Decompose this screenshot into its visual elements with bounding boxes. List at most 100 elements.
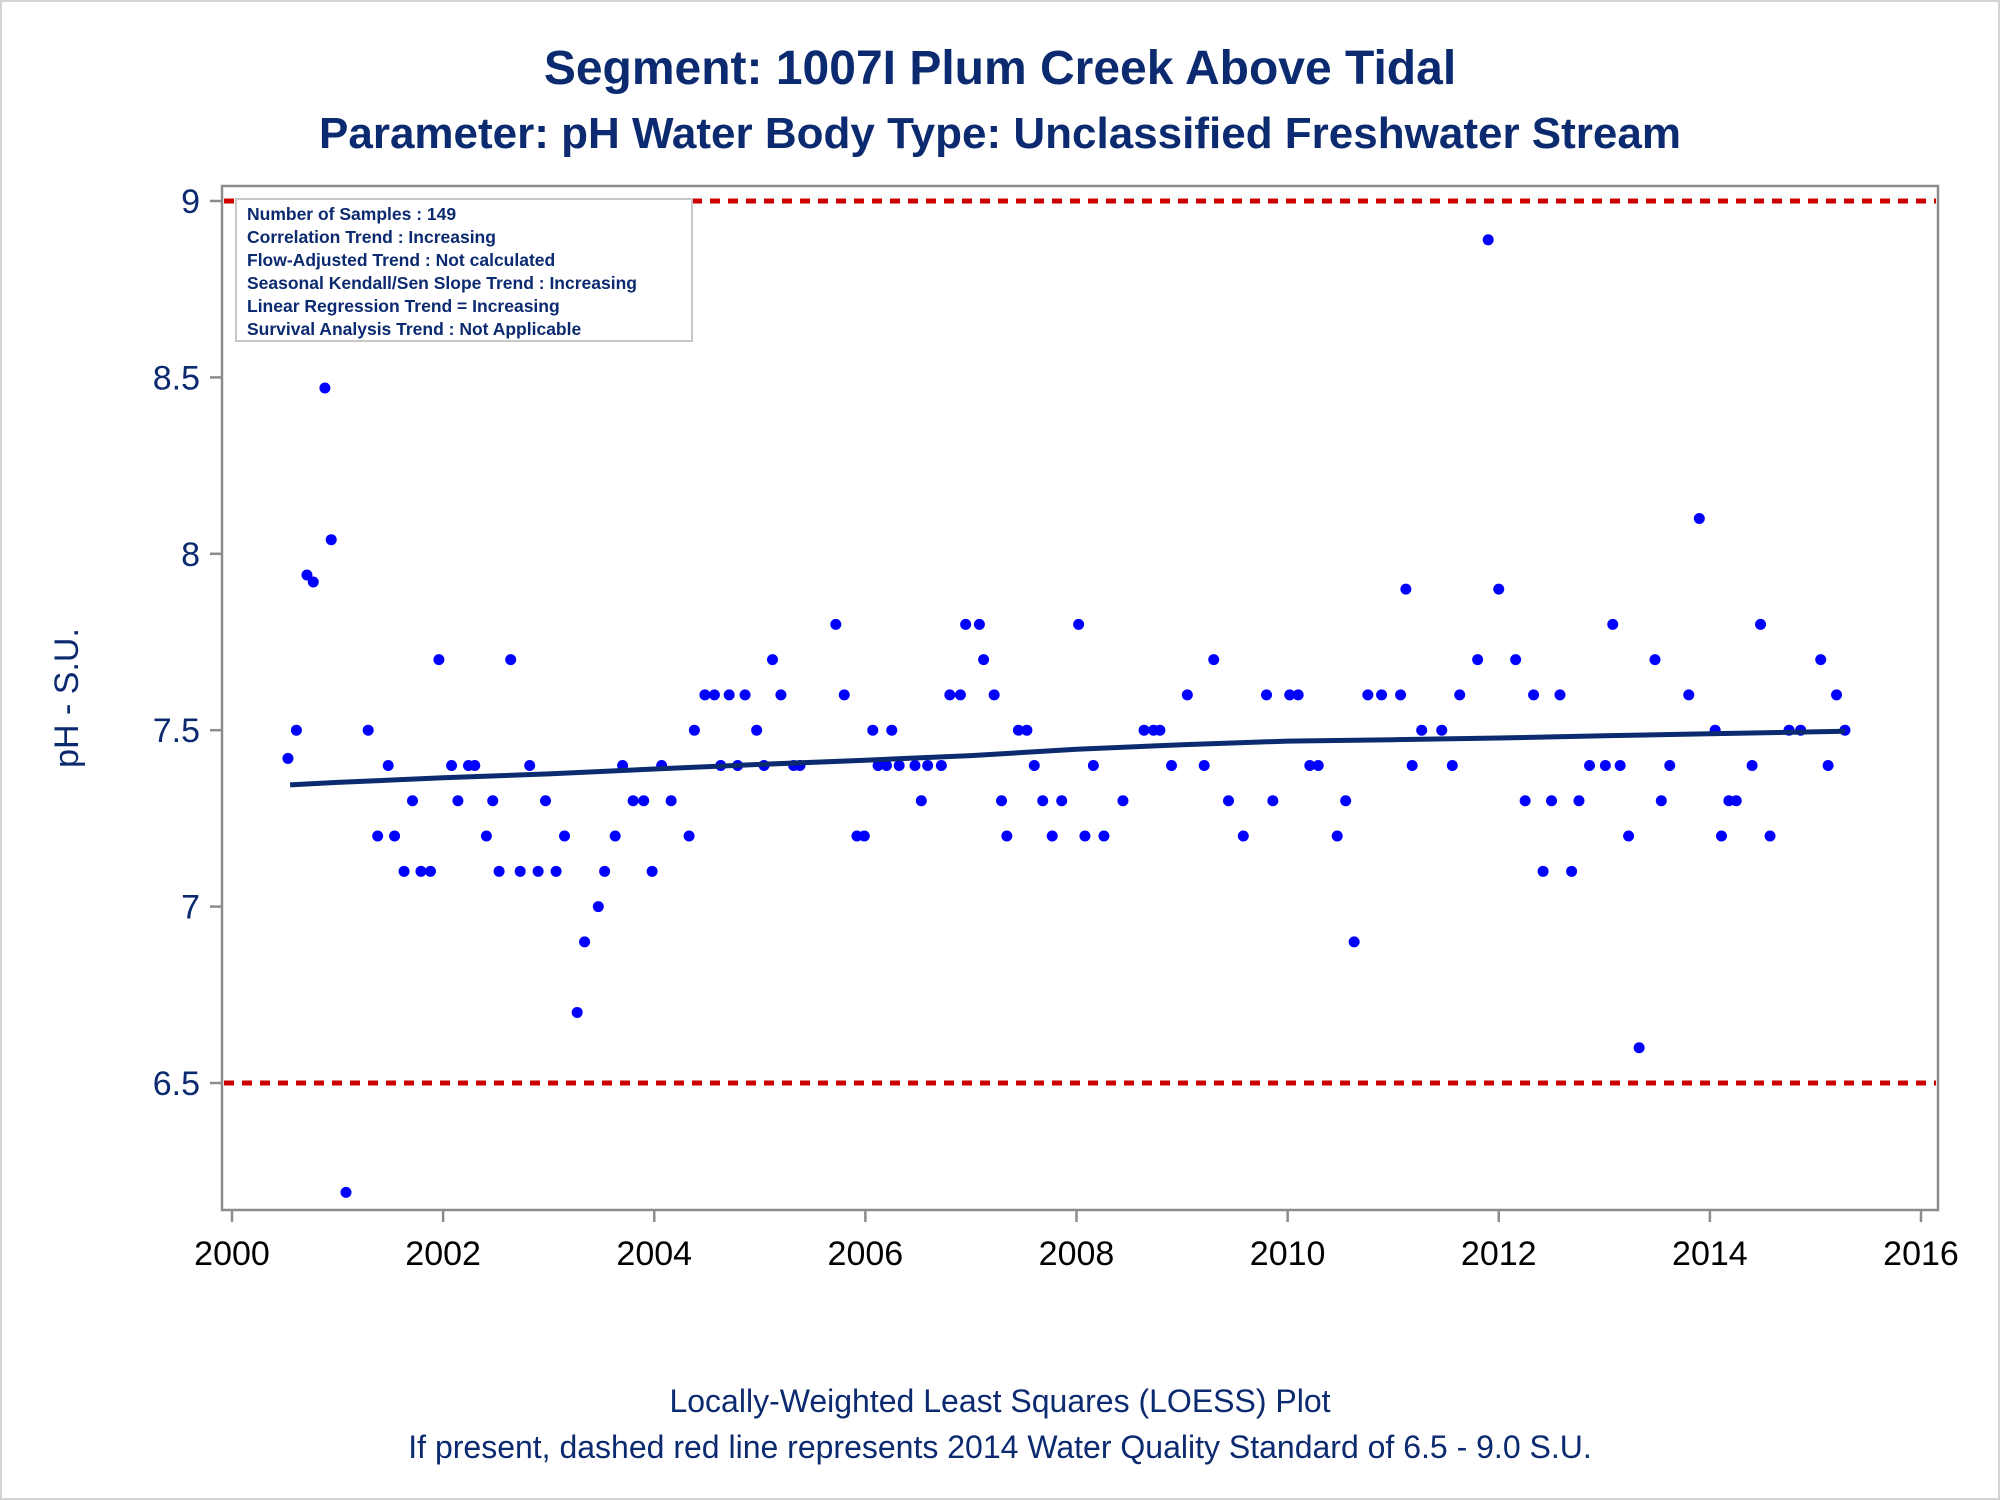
data-point [944, 689, 956, 701]
data-point [665, 795, 677, 807]
data-point [1073, 618, 1085, 630]
summary-line-flow-adjusted: Flow-Adjusted Trend : Not calculated [247, 250, 555, 270]
y-tick-label: 7.5 [153, 712, 200, 750]
data-point [1284, 689, 1296, 701]
data-point [282, 752, 294, 764]
data-point [766, 654, 778, 666]
summary-line-samples: Number of Samples : 149 [247, 204, 456, 224]
data-point [1519, 795, 1531, 807]
standard-lines-group [224, 198, 1936, 1086]
data-point [325, 534, 337, 546]
y-tick-label: 8.5 [153, 359, 200, 397]
data-point [935, 759, 947, 771]
data-point [1815, 654, 1827, 666]
data-point [960, 618, 972, 630]
x-tick-label: 2008 [1039, 1235, 1115, 1273]
data-point [469, 759, 481, 771]
data-point [1607, 618, 1619, 630]
x-tick-label: 2006 [828, 1235, 904, 1273]
data-point [1446, 759, 1458, 771]
data-point [1416, 724, 1428, 736]
data-point [1528, 689, 1540, 701]
data-point [1584, 759, 1596, 771]
data-point [1436, 724, 1448, 736]
data-point [301, 569, 313, 581]
data-point [688, 724, 700, 736]
y-axis: 6.5 7 7.5 8 8.5 9 [153, 183, 222, 1103]
data-point [1493, 583, 1505, 595]
data-point [1633, 1042, 1645, 1054]
data-points-group [282, 234, 1851, 1198]
data-point [1154, 724, 1166, 736]
data-point [775, 689, 787, 701]
data-point [290, 724, 302, 736]
data-point [1340, 795, 1352, 807]
data-point [1730, 795, 1742, 807]
data-point [909, 759, 921, 771]
loess-trend-line [289, 728, 1846, 788]
data-point [307, 576, 319, 588]
data-point [1208, 654, 1220, 666]
data-point [433, 654, 445, 666]
data-point [1406, 759, 1418, 771]
data-point [480, 830, 492, 842]
data-point [723, 689, 735, 701]
summary-line-seasonal-kendall: Seasonal Kendall/Sen Slope Trend : Incre… [247, 273, 637, 293]
data-point [627, 795, 639, 807]
data-point [1472, 654, 1484, 666]
data-point [1012, 724, 1024, 736]
data-point [487, 795, 499, 807]
chart-subtitle: Parameter: pH Water Body Type: Unclassif… [319, 109, 1681, 158]
data-point [1312, 759, 1324, 771]
data-point [415, 865, 427, 877]
data-point [599, 865, 611, 877]
data-point [1028, 759, 1040, 771]
x-tick-label: 2002 [405, 1235, 481, 1273]
data-point [683, 830, 695, 842]
data-point [362, 724, 374, 736]
data-point [1037, 795, 1049, 807]
summary-line-linear-regression: Linear Regression Trend = Increasing [247, 296, 560, 316]
data-point [1087, 759, 1099, 771]
data-point [1056, 795, 1068, 807]
data-point [708, 689, 720, 701]
data-point [398, 865, 410, 877]
data-point [872, 759, 884, 771]
data-point [540, 795, 552, 807]
data-point [1831, 689, 1843, 701]
data-point [886, 724, 898, 736]
data-point [407, 795, 419, 807]
x-tick-label: 2000 [194, 1235, 270, 1273]
x-tick-label: 2010 [1250, 1235, 1326, 1273]
data-point [559, 830, 571, 842]
data-point [893, 759, 905, 771]
y-tick-label: 8 [181, 536, 200, 574]
data-point [1395, 689, 1407, 701]
data-point [1261, 689, 1273, 701]
data-point [646, 865, 658, 877]
data-point [638, 795, 650, 807]
data-point [699, 689, 711, 701]
data-point [1693, 513, 1705, 525]
data-point [739, 689, 751, 701]
x-tick-label: 2004 [616, 1235, 692, 1273]
data-point [1237, 830, 1249, 842]
data-point [1599, 759, 1611, 771]
data-point [988, 689, 1000, 701]
data-point [1198, 759, 1210, 771]
data-point [1166, 759, 1178, 771]
data-point [1292, 689, 1304, 701]
data-point [954, 689, 966, 701]
data-point [1566, 865, 1578, 877]
data-point [867, 724, 879, 736]
data-point [319, 382, 331, 394]
data-point [452, 795, 464, 807]
data-point [830, 618, 842, 630]
data-point [446, 759, 458, 771]
data-point [1764, 830, 1776, 842]
data-point [1664, 759, 1676, 771]
data-point [880, 759, 892, 771]
data-point [973, 618, 985, 630]
data-point [996, 795, 1008, 807]
